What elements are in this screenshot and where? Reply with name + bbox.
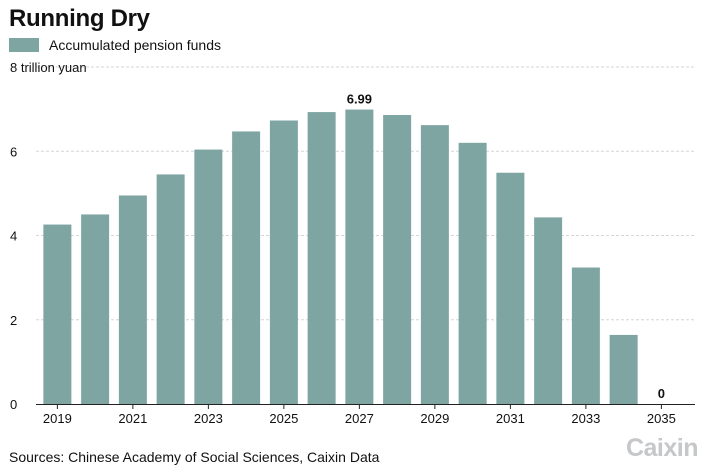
x-tick-label: 2031: [496, 411, 525, 426]
legend-swatch: [9, 38, 39, 52]
data-label: 0: [658, 386, 665, 401]
x-tick-label: 2027: [345, 411, 374, 426]
bar: [496, 172, 525, 404]
bar: [156, 174, 185, 404]
bar: [81, 214, 110, 404]
chart-title: Running Dry: [9, 5, 150, 32]
y-unit-label: 8 trillion yuan: [10, 60, 87, 75]
legend: Accumulated pension funds: [9, 36, 221, 54]
x-tick-label: 2033: [571, 411, 600, 426]
source-note: Sources: Chinese Academy of Social Scien…: [9, 449, 380, 465]
x-tick-label: 2021: [118, 411, 147, 426]
x-tick-label: 2029: [420, 411, 449, 426]
y-tick-label: 0: [10, 397, 17, 412]
data-label: 6.99: [347, 92, 372, 107]
y-tick-label: 4: [10, 229, 17, 244]
bar: [383, 115, 412, 405]
bar: [307, 112, 336, 404]
x-tick-label: 2023: [194, 411, 223, 426]
y-tick-label: 2: [10, 313, 17, 328]
bar: [43, 224, 72, 404]
caixin-logo: Caixin: [625, 434, 699, 462]
y-tick-label: 6: [10, 144, 17, 159]
bar: [458, 142, 487, 404]
x-tick-label: 2025: [269, 411, 298, 426]
bar: [420, 125, 449, 404]
bar: [345, 109, 374, 404]
x-tick-label: 2019: [43, 411, 72, 426]
bar: [118, 195, 147, 404]
bar: [609, 334, 638, 404]
bar: [232, 131, 261, 405]
x-tick-label: 2035: [647, 411, 676, 426]
bar: [269, 120, 298, 404]
bar: [194, 149, 223, 404]
bar: [571, 267, 600, 404]
bar: [534, 217, 563, 404]
legend-label: Accumulated pension funds: [49, 37, 221, 53]
